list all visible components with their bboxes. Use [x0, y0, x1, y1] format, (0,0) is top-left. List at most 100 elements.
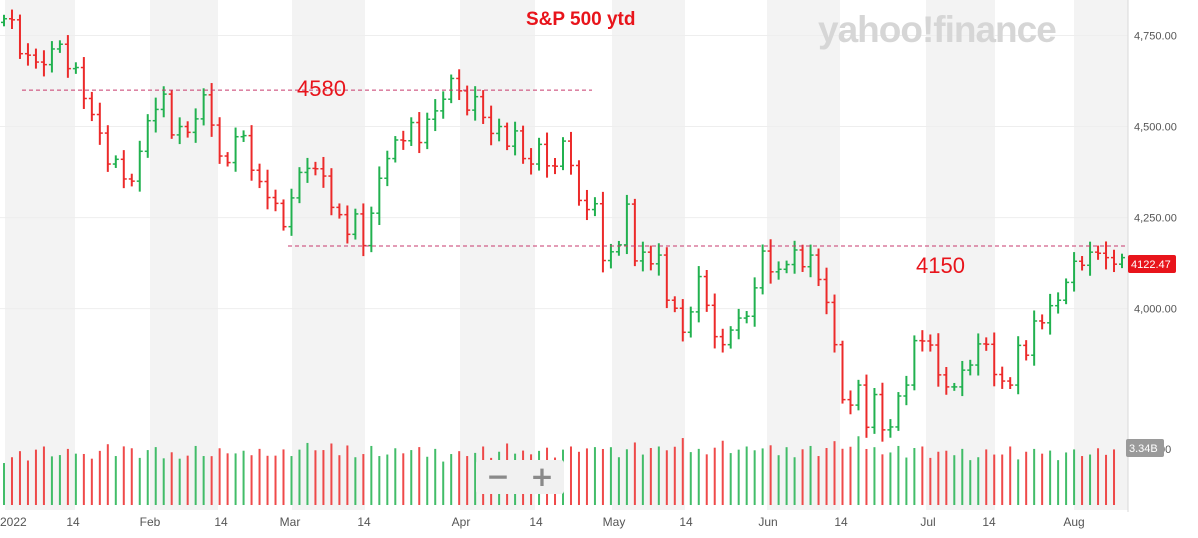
volume-bar [785, 447, 788, 505]
volume-bar [226, 453, 229, 505]
ohlc-bar [567, 131, 574, 175]
ohlc-bar [344, 205, 351, 244]
volume-bar [697, 448, 700, 505]
reference-lines: 4580 4150 [22, 76, 1128, 278]
volume-bar [881, 454, 884, 505]
ohlc-bar [512, 121, 519, 156]
zoom-out-button[interactable]: − [486, 460, 510, 493]
volume-bar [937, 451, 940, 505]
volume-bar [234, 453, 237, 505]
ohlc-bar [671, 296, 678, 313]
ohlc-bar [336, 203, 343, 219]
ohlc-bar [464, 85, 471, 116]
ohlc-bar [911, 335, 918, 391]
month-band [612, 0, 685, 510]
ohlc-bar [552, 157, 559, 175]
volume-bar [154, 447, 157, 505]
month-band [460, 0, 535, 510]
volume-bar [258, 448, 261, 505]
ohlc-bar [520, 125, 527, 164]
volume-bar [90, 458, 93, 505]
ohlc-bar [144, 114, 151, 158]
volume-bar [442, 461, 445, 505]
volume-bar [1001, 454, 1004, 505]
month-band [5, 0, 75, 510]
ohlc-bar [472, 86, 479, 121]
ohlc-bar [544, 132, 551, 178]
volume-bar [929, 457, 932, 505]
volume-bar [977, 457, 980, 505]
ohlc-bar [607, 243, 614, 269]
ohlc-bar [927, 334, 934, 352]
ohlc-bar [1063, 278, 1070, 305]
ohlc-bar [727, 326, 734, 349]
volume-bar [681, 438, 684, 505]
volume-bar [1041, 453, 1044, 505]
volume-bar [186, 455, 189, 505]
volume-bar [585, 448, 588, 505]
ohlc-bar [280, 199, 287, 231]
ohlc-bar [1023, 340, 1030, 361]
ohlc-bar [448, 74, 455, 104]
ohlc-bar [528, 148, 535, 175]
last-price-label: 4122.47 [1131, 259, 1171, 271]
ohlc-bar [903, 375, 910, 406]
ohlc-bar [839, 340, 846, 404]
volume-bar [1081, 456, 1084, 505]
ohlc-bar [88, 91, 95, 122]
ohlc-bar [264, 169, 271, 210]
ohlc-bar [24, 43, 31, 66]
volume-bar [1057, 460, 1060, 505]
volume-bar [809, 445, 812, 505]
volume-bar [18, 451, 21, 505]
ohlc-bar [200, 88, 207, 126]
ohlc-bar [775, 261, 782, 280]
ohlc-bar [871, 387, 878, 434]
volume-bar [82, 453, 85, 505]
ohlc-bar [456, 69, 463, 101]
zoom-in-button[interactable]: + [530, 460, 554, 493]
volume-bar [961, 448, 964, 505]
reference-label: 4150 [916, 253, 965, 278]
x-tick-label: Aug [1063, 515, 1084, 529]
ohlc-bar [591, 197, 598, 217]
volume-bar [705, 454, 708, 505]
ohlc-bar [951, 382, 958, 391]
volume-bar [354, 457, 357, 505]
volume-bar [713, 447, 716, 505]
ohlc-bar [176, 117, 183, 145]
ohlc-bar [256, 163, 263, 189]
volume-bar [1009, 446, 1012, 505]
ohlc-bar [496, 118, 503, 142]
ohlc-bar [96, 102, 103, 145]
volume-bar [657, 446, 660, 505]
ohlc-bar [248, 125, 255, 181]
ohlc-bar [783, 260, 790, 274]
volume-bar [450, 454, 453, 505]
ohlc-bar [711, 293, 718, 349]
volume-bar [601, 448, 604, 505]
ohlc-bar [983, 337, 990, 351]
ohlc-bar [312, 161, 319, 176]
volume-bar [833, 441, 836, 505]
x-tick-label: 14 [834, 515, 848, 529]
volume-bar [761, 448, 764, 505]
month-band [1074, 0, 1128, 510]
y-axis: 4,750.004,500.004,250.004,000.00.00 [1127, 0, 1177, 512]
ohlc-bar [863, 374, 870, 438]
x-tick-label: Mar [280, 515, 301, 529]
volume-bar [665, 450, 668, 505]
y-tick-label: 4,750.00 [1134, 30, 1177, 42]
volume-bar [298, 449, 301, 505]
x-tick-label: 14 [529, 515, 543, 529]
ohlc-bar [599, 191, 606, 273]
ohlc-bar [1095, 245, 1102, 260]
volume-bar [1049, 450, 1052, 505]
ohlc-bar [48, 41, 55, 73]
ohlc-bar [296, 167, 303, 204]
ohlc-bar [152, 97, 159, 133]
volume-bar [577, 451, 580, 505]
ohlc-bar [647, 245, 654, 271]
volume-bar [841, 448, 844, 505]
